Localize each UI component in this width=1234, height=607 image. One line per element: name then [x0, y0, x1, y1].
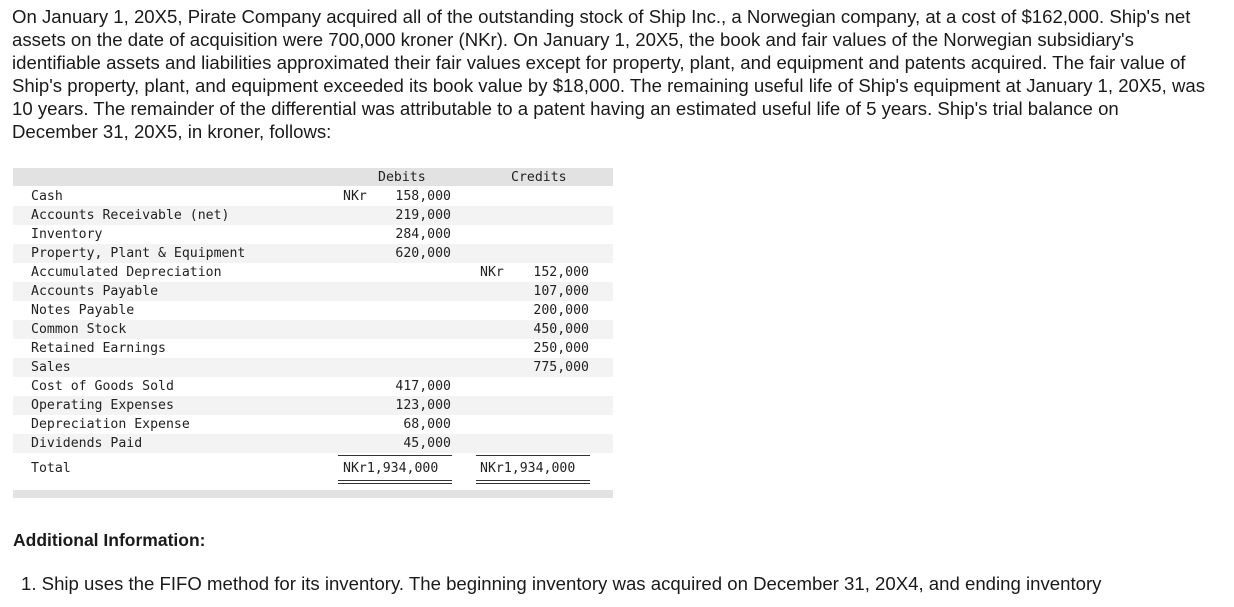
debit-currency: NKr	[343, 189, 367, 204]
credit-amount: 775,000	[533, 360, 589, 375]
debit-total-double-rule-top	[338, 480, 452, 481]
table-header-band	[13, 168, 613, 186]
additional-information-heading: Additional Information:	[13, 530, 206, 550]
table-row: Notes Payable 200,000	[13, 301, 613, 320]
credit-amount: 450,000	[533, 322, 589, 337]
credit-amount: 250,000	[533, 341, 589, 356]
account-name: Common Stock	[31, 322, 127, 337]
debit-amount: 417,000	[395, 379, 451, 394]
credit-amount: 152,000	[533, 265, 589, 280]
credit-amount: 107,000	[533, 284, 589, 299]
credit-amount	[527, 244, 589, 263]
total-credit: NKr1,934,000	[480, 461, 576, 476]
table-row: Accounts Payable 107,000	[13, 282, 613, 301]
total-label: Total	[31, 461, 71, 476]
table-footer-band	[13, 490, 613, 498]
credit-amount	[527, 396, 589, 415]
total-row: Total NKr1,934,000 NKr1,934,000	[13, 459, 613, 478]
table-row: Dividends Paid 45,000	[13, 434, 613, 453]
debit-amount	[388, 320, 451, 339]
account-name: Retained Earnings	[31, 341, 166, 356]
debit-amount: 284,000	[395, 227, 451, 242]
total-debit: NKr1,934,000	[343, 461, 439, 476]
credit-amount	[527, 415, 589, 434]
debit-amount: 68,000	[403, 417, 451, 432]
account-name: Depreciation Expense	[31, 417, 190, 432]
trial-balance-table: Debits Credits Cash NKr 158,000 Accounts Re…	[13, 168, 613, 498]
table-row: Inventory 284,000	[13, 225, 613, 244]
table-row: Property, Plant & Equipment 620,000	[13, 244, 613, 263]
account-name: Sales	[31, 360, 71, 375]
debit-amount	[388, 263, 451, 282]
debit-amount	[388, 282, 451, 301]
debit-amount	[388, 358, 451, 377]
additional-info-item-1: 1. Ship uses the FIFO method for its inv…	[21, 573, 1102, 594]
debit-amount: 123,000	[395, 398, 451, 413]
problem-intro-text: On January 1, 20X5, Pirate Company acqui…	[12, 6, 1206, 142]
debit-amount: 219,000	[395, 208, 451, 223]
account-name: Accounts Receivable (net)	[31, 208, 230, 223]
debit-amount	[388, 339, 451, 358]
credit-amount	[527, 225, 589, 244]
account-name: Accounts Payable	[31, 284, 159, 299]
table-row: Cost of Goods Sold 417,000	[13, 377, 613, 396]
credit-total-double-rule-top	[476, 480, 590, 481]
credit-amount	[527, 187, 589, 206]
credit-amount	[527, 206, 589, 225]
credit-total-double-rule-bottom	[476, 483, 590, 484]
table-row: Operating Expenses 123,000	[13, 396, 613, 415]
table-row: Retained Earnings 250,000	[13, 339, 613, 358]
debit-amount: 158,000	[395, 189, 451, 204]
account-name: Notes Payable	[31, 303, 135, 318]
debits-column-header: Debits	[378, 170, 426, 185]
debit-amount: 45,000	[403, 436, 451, 451]
debit-amount	[388, 301, 451, 320]
table-row: Sales 775,000	[13, 358, 613, 377]
credit-amount	[527, 434, 589, 453]
table-row: Common Stock 450,000	[13, 320, 613, 339]
table-row: Depreciation Expense 68,000	[13, 415, 613, 434]
account-name: Operating Expenses	[31, 398, 174, 413]
credit-amount: 200,000	[533, 303, 589, 318]
account-name: Inventory	[31, 227, 103, 242]
account-name: Cash	[31, 189, 63, 204]
credits-column-header: Credits	[511, 170, 567, 185]
credit-amount	[527, 377, 589, 396]
table-row: Cash NKr 158,000	[13, 187, 613, 206]
credit-currency: NKr	[480, 265, 504, 280]
account-name: Cost of Goods Sold	[31, 379, 174, 394]
account-name: Accumulated Depreciation	[31, 265, 222, 280]
table-row: Accumulated Depreciation NKr 152,000	[13, 263, 613, 282]
account-name: Property, Plant & Equipment	[31, 246, 246, 261]
debit-total-double-rule-bottom	[338, 483, 452, 484]
table-row: Accounts Receivable (net) 219,000	[13, 206, 613, 225]
credit-subtotal-rule	[476, 455, 590, 456]
debit-amount: 620,000	[395, 246, 451, 261]
account-name: Dividends Paid	[31, 436, 143, 451]
debit-subtotal-rule	[338, 455, 452, 456]
